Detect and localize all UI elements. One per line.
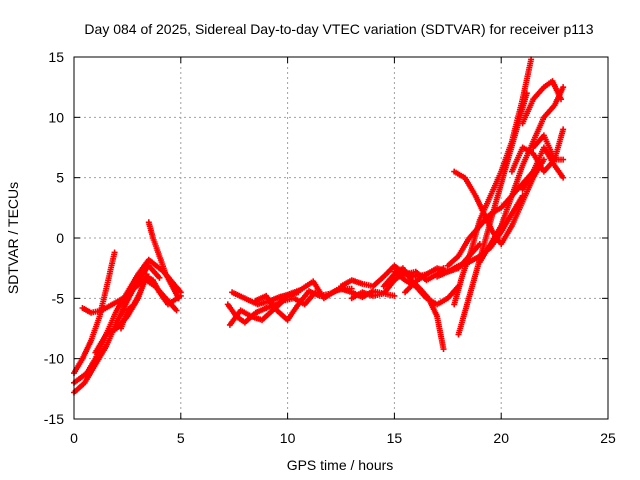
data-points [476,84,567,266]
y-tick-label: -15 [44,411,64,427]
x-tick-label: 20 [493,430,509,446]
y-tick-label: -10 [44,351,64,367]
data-points [391,268,462,308]
x-tick-label: 5 [177,430,185,446]
chart-title: Day 084 of 2025, Sidereal Day-to-day VTE… [84,21,593,37]
series-track-15 [391,268,462,308]
series-track-7 [145,219,182,302]
data-points [519,144,567,193]
x-tick-label: 25 [600,430,616,446]
series-track-22 [476,84,567,266]
data-points [252,285,398,324]
data-points [519,78,565,127]
series-track-6 [118,273,184,332]
series-track-11 [252,285,398,324]
y-tick-label: -5 [52,290,65,306]
y-tick-label: 0 [56,230,64,246]
data-points [118,273,184,332]
y-tick-label: 10 [48,109,64,125]
y-tick-label: 15 [48,49,64,65]
series-track-26 [519,78,565,127]
x-axis-label: GPS time / hours [287,457,394,473]
data-points [530,132,567,163]
x-tick-label: 15 [387,430,403,446]
data-points [145,219,182,302]
y-axis-label: SDTVAR / TECUs [5,182,21,294]
x-tick-label: 10 [280,430,296,446]
data-series [71,56,567,396]
x-tick-label: 0 [70,430,78,446]
axis-ticks: 0 5 10 15 20 25 -15 -10 -5 0 5 10 15 [44,49,616,446]
series-track-25 [530,132,567,163]
y-tick-label: 5 [56,170,64,186]
series-track-24 [519,144,567,193]
